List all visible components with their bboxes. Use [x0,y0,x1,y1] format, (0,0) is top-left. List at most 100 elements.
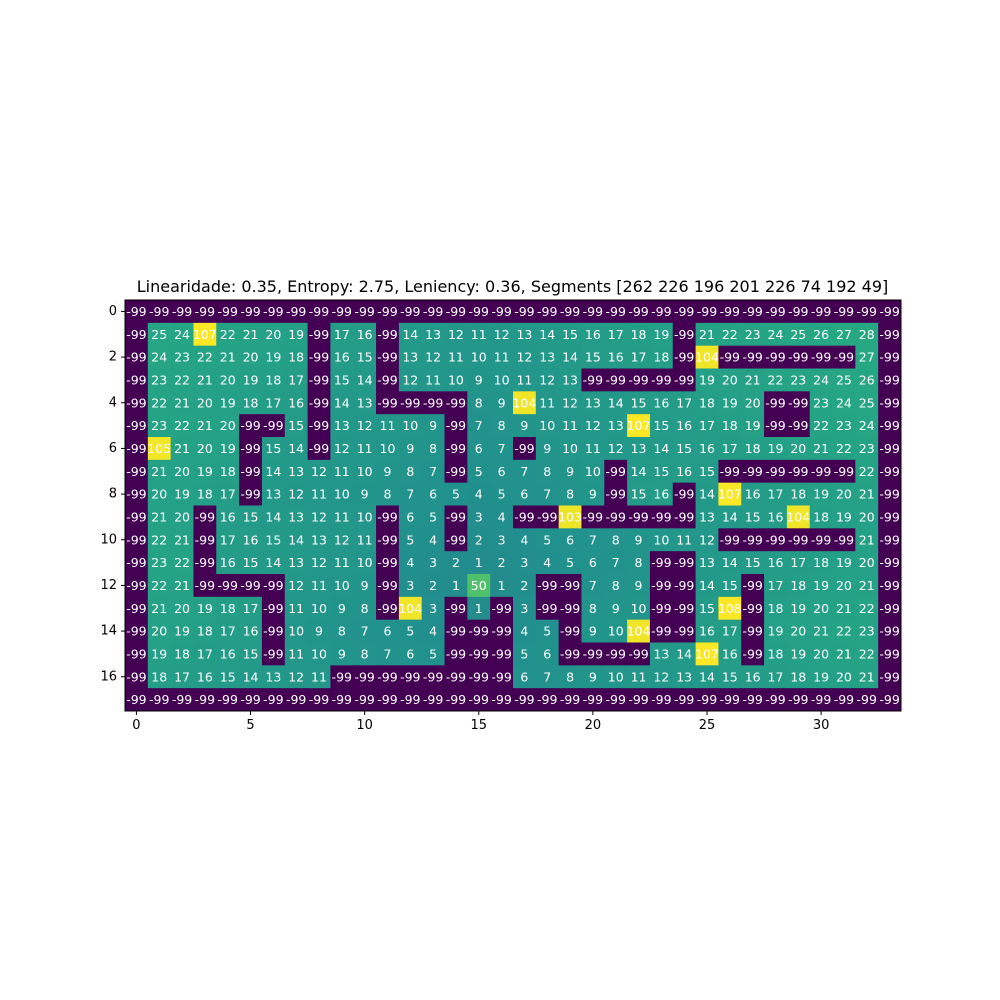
cell-value-label: 22 [151,578,167,593]
cell-value-label: 12 [357,418,373,433]
cell-value-label: 19 [699,372,715,387]
cell-value-label: 104 [398,601,422,616]
cell-value-label: 14 [699,578,715,593]
heatmap-cell [649,642,674,666]
heatmap-cell [741,345,765,369]
cell-value-label: -99 [240,487,260,502]
heatmap-cell [353,368,377,392]
heatmap-cell [353,551,377,575]
heatmap-cell [695,619,719,643]
cell-value-label: 13 [608,418,624,433]
heatmap-cell [786,505,811,529]
heatmap-cell [421,300,445,324]
heatmap-cell [307,368,331,392]
heatmap-cell [627,596,651,621]
heatmap-cell [558,688,582,712]
cell-value-label: 11 [311,487,327,502]
cell-value-label: -99 [697,692,717,707]
heatmap-cell [627,665,651,689]
cell-value-label: 11 [288,601,304,616]
cell-value-label: -99 [217,304,237,319]
heatmap-cell [421,528,445,552]
heatmap-cell [170,642,194,666]
heatmap-cell [741,368,765,392]
heatmap-cell [718,391,742,415]
cell-value-label: 18 [790,669,806,684]
heatmap-cell [581,619,605,643]
heatmap-cell [672,574,696,598]
cell-value-label: -99 [446,464,466,479]
heatmap-cell [284,322,308,347]
cell-value-label: 9 [566,464,574,479]
heatmap-cell [376,482,400,506]
heatmap-cell [353,619,377,643]
cell-value-label: -99 [469,646,489,661]
cell-value-label: 20 [174,601,190,616]
cell-value-label: -99 [309,350,329,365]
heatmap-cell [490,688,514,712]
heatmap-cell [170,619,194,643]
heatmap-cell [832,551,856,575]
cell-value-label: 20 [197,395,213,410]
cell-value-label: -99 [195,532,215,547]
cell-value-label: -99 [879,395,899,410]
heatmap-cell [581,688,605,712]
cell-value-label: 14 [265,509,281,524]
cell-value-label: -99 [423,692,443,707]
heatmap-cell [444,437,468,461]
cell-value-label: 4 [475,487,483,502]
cell-value-label: 17 [722,624,738,639]
cell-value-label: 9 [338,601,346,616]
heatmap-cell [878,505,902,529]
cell-value-label: 11 [516,372,532,387]
cell-value-label: 16 [243,624,259,639]
cell-value-label: 104 [786,509,810,524]
heatmap-cell [421,665,445,689]
heatmap-cell [284,414,308,438]
heatmap-cell [490,665,514,689]
cell-value-label: 20 [243,350,259,365]
heatmap-cell [809,551,833,575]
heatmap-cell [376,551,400,575]
cell-value-label: 10 [334,578,350,593]
cell-value-label: 11 [676,532,692,547]
cell-value-label: 12 [402,372,418,387]
heatmap-cell [627,345,651,369]
heatmap-cell [581,574,605,598]
cell-value-label: -99 [446,509,466,524]
cell-value-label: -99 [377,372,397,387]
heatmap-cell [284,300,308,324]
heatmap-cell [764,642,788,666]
cell-value-label: -99 [879,601,899,616]
heatmap-cell [307,528,331,552]
cell-value-label: -99 [263,624,283,639]
heatmap-cell [627,688,651,712]
heatmap-cell [330,345,354,369]
heatmap-cell [604,437,628,461]
cell-value-label: 6 [406,646,414,661]
cell-value-label: 23 [151,418,167,433]
heatmap-cell [421,414,445,438]
heatmap-cell [764,528,788,552]
cell-value-label: 5 [429,646,437,661]
cell-value-label: -99 [651,601,671,616]
heatmap-cell [330,437,354,461]
cell-value-label: 20 [836,487,852,502]
cell-value-label: 7 [361,624,369,639]
cell-value-label: 23 [790,372,806,387]
heatmap-cell [809,528,833,552]
heatmap-cell [786,688,811,712]
heatmap-cell [353,391,377,415]
heatmap-cell [193,300,217,324]
cell-value-label: 22 [197,350,213,365]
cell-value-label: -99 [720,692,740,707]
heatmap-cell [832,665,856,689]
cell-value-label: 10 [311,601,327,616]
heatmap-cell [239,528,263,552]
cell-value-label: 12 [539,372,555,387]
heatmap-cell [284,345,308,369]
heatmap-cell [284,528,308,552]
heatmap-cell [513,437,537,461]
heatmap-cell [170,574,194,598]
heatmap-cell [832,300,856,324]
